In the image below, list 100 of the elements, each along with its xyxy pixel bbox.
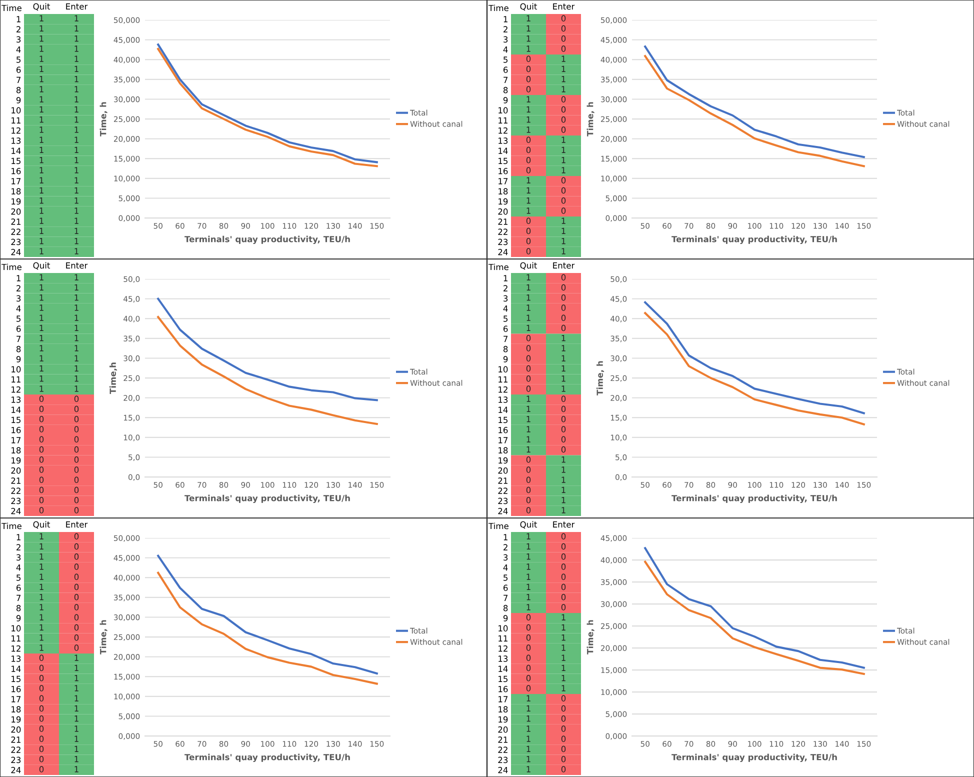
- data-label: 1: [526, 533, 530, 540]
- y-tick-label: 18: [12, 188, 21, 194]
- x-tick-label: Enter: [553, 3, 575, 10]
- y-tick-label: 2: [16, 544, 20, 550]
- data-label: 1: [526, 294, 530, 301]
- data-label: 0: [561, 208, 566, 214]
- data-label: 1: [40, 66, 44, 72]
- x-tick-label: Quit: [33, 262, 50, 270]
- data-label: 1: [74, 198, 78, 204]
- data-label: 1: [40, 25, 44, 32]
- y-tick-label: 10: [498, 625, 508, 632]
- data-label: 1: [40, 238, 44, 244]
- data-label: 1: [74, 654, 78, 661]
- y-tick-label: 20: [498, 208, 508, 215]
- data-label: 1: [526, 716, 530, 722]
- data-label: 0: [74, 426, 79, 432]
- data-label: 1: [562, 507, 566, 514]
- y-tick-label: 9: [503, 615, 508, 622]
- data-label: 0: [74, 634, 79, 641]
- data-label: 1: [40, 624, 44, 630]
- y-tick-label: 22: [11, 228, 20, 235]
- data-label: 1: [526, 126, 530, 133]
- data-label: 0: [39, 695, 44, 702]
- data-label: 1: [526, 187, 530, 194]
- y-tick-label: 13: [12, 138, 21, 144]
- x-tick-label: Enter: [66, 521, 88, 528]
- y-tick-label: 24: [498, 248, 508, 256]
- data-label: 1: [40, 574, 44, 580]
- data-label: 1: [74, 726, 78, 732]
- line-series: [644, 45, 865, 158]
- y-tick-label: 21: [498, 218, 508, 225]
- data-label: 1: [562, 386, 566, 392]
- data-label: 1: [74, 386, 78, 392]
- data-label: 1: [562, 497, 566, 504]
- y-tick-label: 5: [504, 56, 508, 63]
- data-label: 1: [562, 157, 566, 164]
- y-tick-label: 16: [498, 426, 508, 434]
- data-label: 1: [74, 746, 78, 752]
- y-tick-label: 9: [16, 615, 21, 622]
- y-tick-label: 17: [498, 437, 508, 444]
- data-label: 1: [40, 294, 44, 301]
- x-axis-title: Terminals' quay productivity, TEU/h: [184, 754, 350, 762]
- data-label: 0: [561, 715, 566, 722]
- y-tick-label: 22: [498, 746, 508, 753]
- data-label: 1: [562, 614, 566, 620]
- line-series: [157, 298, 378, 402]
- data-label: 0: [74, 553, 79, 560]
- y-tick-label: 7: [504, 336, 508, 342]
- data-label: 1: [562, 634, 566, 641]
- data-label: 0: [526, 56, 531, 62]
- data-label: 1: [40, 644, 44, 651]
- data-label: 1: [74, 756, 78, 762]
- y-tick-label: 10: [12, 107, 21, 114]
- data-label: 0: [561, 726, 566, 732]
- y-tick-label: 11: [498, 376, 508, 382]
- data-label: 1: [40, 96, 44, 102]
- data-label: 1: [562, 624, 566, 630]
- y-tick-label: 18: [498, 706, 508, 712]
- data-label: 1: [40, 198, 44, 204]
- y-tick-label: 23: [498, 498, 508, 504]
- data-label: 0: [74, 584, 79, 590]
- data-label: 1: [526, 746, 530, 752]
- data-label: 1: [40, 634, 44, 641]
- data-label: 1: [40, 15, 44, 22]
- data-label: 1: [74, 96, 78, 102]
- y-tick-label: 5: [504, 316, 508, 322]
- data-label: 1: [40, 126, 44, 133]
- data-label: 1: [526, 304, 530, 311]
- y-tick-label: 14: [498, 148, 508, 154]
- data-label: 1: [74, 15, 78, 22]
- y-axis-title: Time, h: [100, 102, 108, 136]
- data-label: 0: [74, 456, 79, 463]
- data-label: 0: [526, 375, 531, 382]
- y-tick-label: 2: [504, 544, 508, 550]
- y-tick-label: 15: [498, 158, 508, 164]
- data-label: 1: [562, 167, 566, 174]
- y-axis-title: Time: [488, 522, 508, 530]
- data-label: 0: [39, 726, 44, 732]
- data-label: 1: [526, 416, 530, 422]
- data-label: 0: [74, 543, 79, 550]
- data-label: 0: [39, 654, 44, 661]
- y-tick-label: 24: [498, 766, 508, 774]
- data-label: 1: [562, 146, 566, 153]
- y-tick-label: 9: [503, 356, 508, 362]
- data-label: 0: [526, 486, 531, 494]
- data-label: 0: [561, 756, 566, 762]
- y-tick-label: 1: [504, 534, 508, 540]
- y-tick-label: 16: [498, 168, 508, 174]
- y-tick-label: 8: [16, 604, 21, 612]
- data-label: 0: [526, 156, 531, 164]
- data-label: 0: [561, 574, 566, 580]
- data-label: 1: [40, 355, 44, 362]
- data-label: 1: [40, 106, 44, 112]
- y-tick-label: 5: [16, 316, 20, 322]
- data-label: 0: [561, 15, 566, 22]
- data-label: 1: [74, 238, 78, 244]
- data-label: 1: [74, 157, 78, 164]
- data-label: 1: [74, 365, 78, 372]
- data-label: 1: [74, 66, 78, 72]
- data-label: 1: [40, 564, 44, 570]
